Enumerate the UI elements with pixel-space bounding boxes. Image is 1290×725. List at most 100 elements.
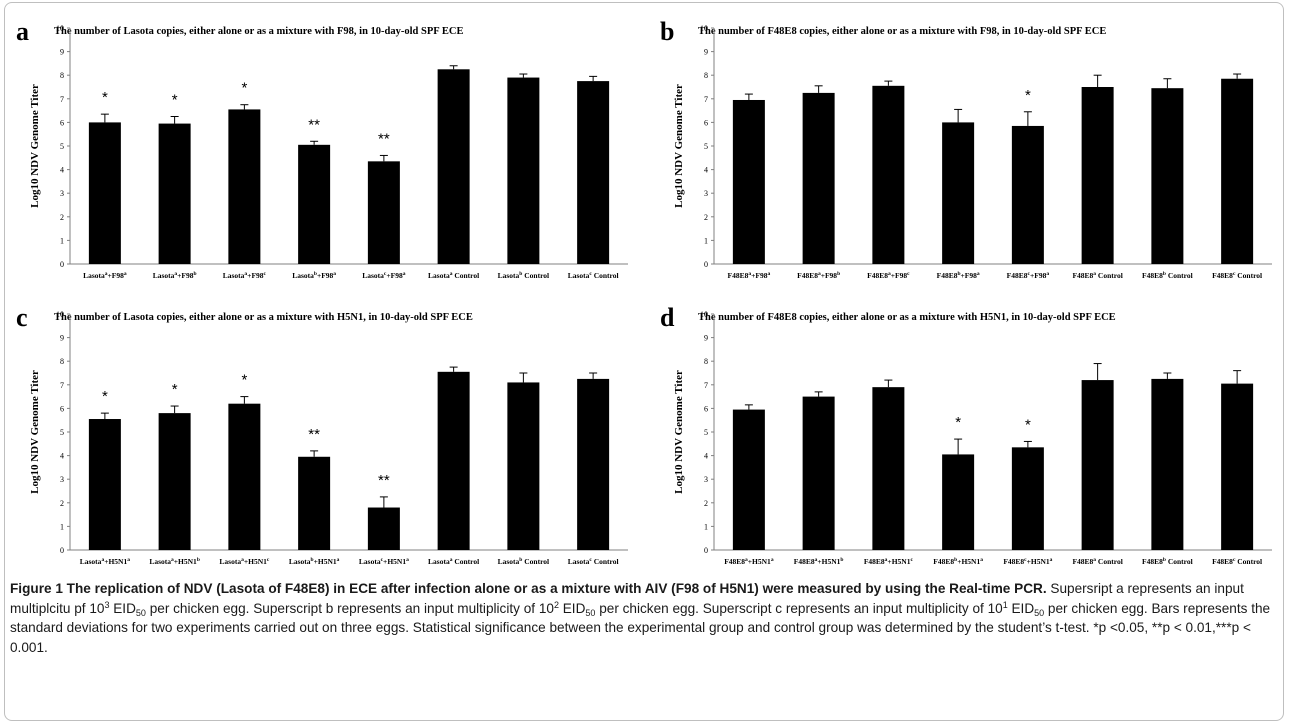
bar-chart: b The number of F48E8 copies, either alon… <box>660 17 1272 280</box>
significance-marker: * <box>102 89 108 106</box>
bar <box>802 92 835 265</box>
caption-text: per chicken egg. Bars represents the sta… <box>10 600 1271 655</box>
y-tick-label: 3 <box>704 475 708 484</box>
significance-marker: * <box>955 414 961 431</box>
bar <box>1221 78 1254 265</box>
bar <box>507 77 540 264</box>
bar-chart: c The number of Lasota copies, either alo… <box>16 303 628 566</box>
y-tick-label: 9 <box>60 48 64 57</box>
y-tick-label: 2 <box>704 213 708 222</box>
y-tick-label: 3 <box>60 189 64 198</box>
y-tick-label: 10 <box>700 310 708 319</box>
y-tick-label: 0 <box>704 260 708 269</box>
caption-text: per chicken egg. Superscript c represent… <box>595 600 1003 616</box>
y-tick-label: 7 <box>704 381 708 390</box>
significance-marker: * <box>1025 87 1031 104</box>
category-label: Lasotaa+H5N1c <box>219 557 269 566</box>
figure-caption: Figure 1 The replication of NDV (Lasota … <box>10 579 1282 657</box>
bar <box>1221 383 1254 550</box>
panel-label: c <box>16 303 28 332</box>
category-label: F48E8b Control <box>1142 271 1193 280</box>
category-label: Lasotaa+H5N1a <box>80 557 130 566</box>
y-axis-label: Log10 NDV Genome Titer <box>29 370 41 494</box>
bar <box>437 371 470 550</box>
y-tick-label: 2 <box>704 499 708 508</box>
bar <box>732 409 765 550</box>
bar <box>732 99 765 264</box>
panel-b: b The number of F48E8 copies, either alon… <box>658 6 1278 284</box>
y-tick-label: 10 <box>56 310 64 319</box>
bar <box>942 122 975 265</box>
significance-marker: * <box>1025 416 1031 433</box>
significance-marker: * <box>241 372 247 389</box>
significance-marker: * <box>102 388 108 405</box>
bar <box>88 419 121 550</box>
bar <box>577 378 610 550</box>
category-label: F48E8a+H5N1a <box>724 557 774 566</box>
bar-chart: d The number of F48E8 copies, either alon… <box>660 303 1272 566</box>
y-tick-label: 9 <box>704 48 708 57</box>
y-tick-label: 8 <box>704 71 708 80</box>
y-tick-label: 8 <box>60 71 64 80</box>
caption-text: EID <box>109 600 136 616</box>
category-label: Lasotab+H5N1a <box>289 557 340 566</box>
panel-label: d <box>660 303 675 332</box>
significance-marker: * <box>172 381 178 398</box>
category-label: Lasotac+F98a <box>362 271 405 280</box>
caption-text: EID <box>1007 600 1035 616</box>
category-label: Lasotaa+F98b <box>153 271 197 280</box>
bar <box>802 396 835 550</box>
category-label: F48E8a Control <box>1072 271 1122 280</box>
bar <box>1151 378 1184 550</box>
category-label: F48E8b+H5N1a <box>933 557 983 566</box>
bar <box>367 507 400 550</box>
category-label: Lasotac Control <box>568 557 619 566</box>
y-tick-label: 3 <box>704 189 708 198</box>
y-tick-label: 9 <box>704 334 708 343</box>
category-label: Lasotaa+H5N1b <box>149 557 200 566</box>
y-axis-label: Log10 NDV Genome Titer <box>29 84 41 208</box>
caption-title: Figure 1 The replication of NDV (Lasota … <box>10 581 1047 596</box>
bar <box>1081 87 1114 264</box>
chart-title: The number of Lasota copies, either alon… <box>54 312 473 323</box>
chart-title: The number of F48E8 copies, either alone… <box>698 26 1106 37</box>
bar <box>872 85 905 264</box>
significance-marker: ** <box>378 130 390 147</box>
bar <box>158 413 191 550</box>
y-tick-label: 8 <box>704 357 708 366</box>
bar <box>437 69 470 264</box>
y-tick-label: 1 <box>704 522 708 531</box>
category-label: Lasotab+F98a <box>292 271 336 280</box>
y-tick-label: 5 <box>704 142 708 151</box>
category-label: Lasotaa+F98a <box>83 271 127 280</box>
y-axis-label: Log10 NDV Genome Titer <box>673 370 685 494</box>
category-label: F48E8c Control <box>1212 271 1262 280</box>
y-tick-label: 6 <box>704 118 708 127</box>
y-tick-label: 7 <box>60 95 64 104</box>
y-tick-label: 4 <box>704 166 708 175</box>
y-tick-label: 0 <box>60 260 64 269</box>
y-tick-label: 4 <box>60 166 64 175</box>
category-label: F48E8c+H5N1a <box>1003 557 1052 566</box>
category-label: Lasotaa+F98c <box>223 271 267 280</box>
y-tick-label: 10 <box>700 24 708 33</box>
caption-text: EID <box>558 600 586 616</box>
caption-text: 50 <box>1034 607 1045 618</box>
figure-frame <box>4 2 1284 721</box>
y-tick-label: 3 <box>60 475 64 484</box>
bar <box>228 403 261 550</box>
category-label: Lasotab Control <box>498 557 549 566</box>
y-tick-label: 5 <box>60 428 64 437</box>
bar <box>88 122 121 265</box>
y-tick-label: 9 <box>60 334 64 343</box>
bar <box>228 109 261 264</box>
y-axis-label: Log10 NDV Genome Titer <box>673 84 685 208</box>
y-tick-label: 2 <box>60 213 64 222</box>
y-tick-label: 10 <box>56 24 64 33</box>
caption-text: 50 <box>135 607 146 618</box>
chart-title: The number of F48E8 copies, either alone… <box>698 312 1116 323</box>
panel-a: a The number of Lasota copies, either alo… <box>14 6 634 284</box>
category-label: F48E8c Control <box>1212 557 1262 566</box>
significance-marker: * <box>241 80 247 97</box>
y-tick-label: 6 <box>704 404 708 413</box>
